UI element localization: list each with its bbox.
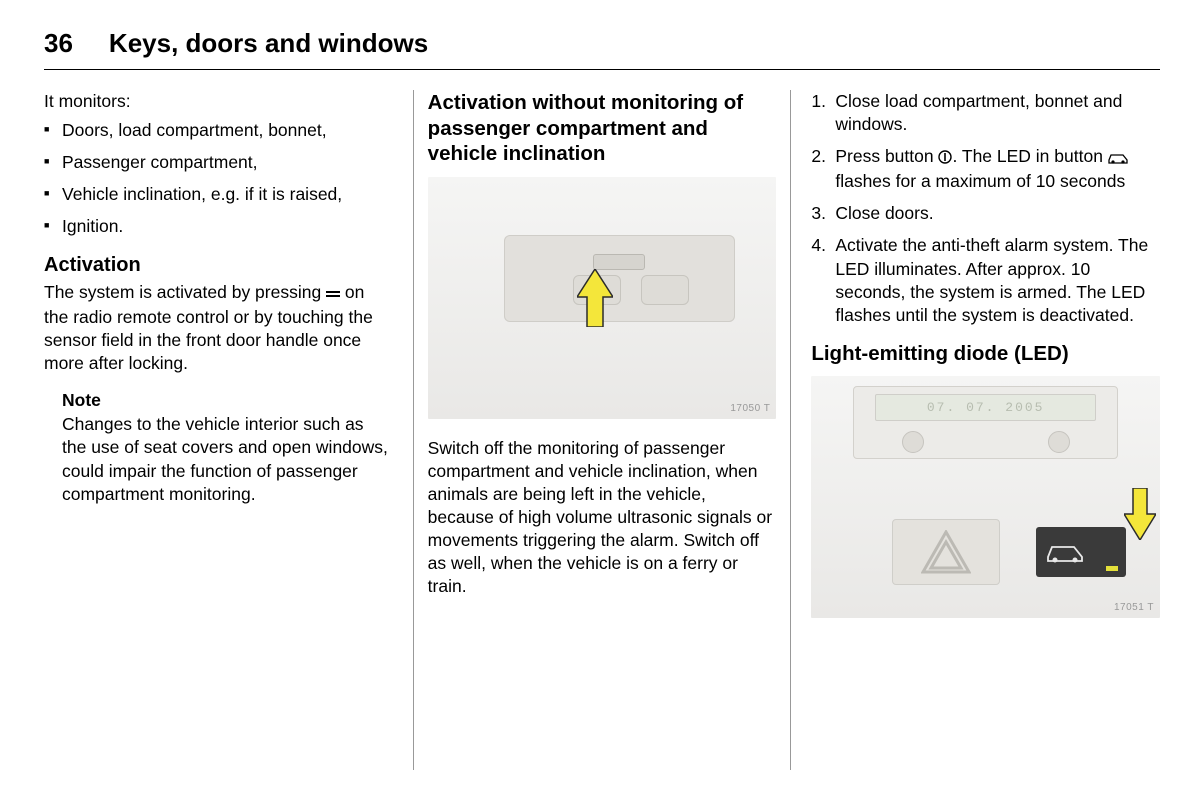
pointer-arrow-icon — [1124, 488, 1160, 546]
step-item: Close load compartment, bonnet and windo… — [811, 90, 1160, 136]
console-knob-right — [641, 275, 689, 305]
figure-caption: 17050 T — [730, 402, 770, 415]
pointer-arrow-icon — [577, 269, 613, 327]
remote-lock-icon — [326, 283, 340, 306]
list-item: Passenger compartment, — [44, 151, 393, 174]
note-body: Changes to the vehicle interior such as … — [62, 413, 393, 505]
car-side-icon — [1046, 541, 1084, 563]
column-1: It monitors: Doors, load compartment, bo… — [44, 90, 413, 770]
step-item: Activate the anti-theft alarm system. Th… — [811, 234, 1160, 326]
figure-overhead-console: 17050 T — [428, 177, 777, 419]
console-button — [593, 254, 645, 270]
step-item: Close doors. — [811, 202, 1160, 225]
list-item: Vehicle inclination, e.g. if it is raise… — [44, 183, 393, 206]
led-indicator — [1106, 566, 1118, 571]
column-2: Activation without monitoring of passeng… — [413, 90, 791, 770]
monitors-list: Doors, load compartment, bonnet, Passeng… — [44, 119, 393, 238]
list-item: Ignition. — [44, 215, 393, 238]
list-item: Doors, load compartment, bonnet, — [44, 119, 393, 142]
column-3: Close load compartment, bonnet and windo… — [790, 90, 1160, 770]
step2-mid: . The LED in button — [952, 146, 1107, 166]
note-title: Note — [62, 389, 393, 412]
steps-list: Close load compartment, bonnet and windo… — [811, 90, 1160, 327]
step2-post: flashes for a maximum of 10 seconds — [835, 171, 1125, 191]
dashboard-display: 07. 07. 2005 — [853, 386, 1118, 459]
monitors-intro: It monitors: — [44, 90, 393, 113]
activation-heading: Activation — [44, 252, 393, 278]
step2-pre: Press button — [835, 146, 938, 166]
display-knob-right — [1048, 431, 1070, 453]
figure-dashboard-led: 07. 07. 2005 — [811, 376, 1160, 618]
note-block: Note Changes to the vehicle interior suc… — [44, 389, 393, 505]
col2-heading: Activation without monitoring of passeng… — [428, 90, 777, 167]
col2-body: Switch off the monitoring of passenger c… — [428, 437, 777, 599]
dashboard-lower — [839, 512, 1132, 594]
activation-body-pre: The system is activated by pressing — [44, 282, 326, 302]
door-lock-button — [1036, 527, 1126, 577]
step-item: Press button . The LED in button flashes… — [811, 145, 1160, 193]
car-button-icon — [1108, 147, 1128, 170]
content-columns: It monitors: Doors, load compartment, bo… — [44, 90, 1160, 770]
figure-caption: 17051 T — [1114, 601, 1154, 614]
hazard-triangle-icon — [921, 530, 971, 574]
led-heading: Light-emitting diode (LED) — [811, 341, 1160, 367]
chapter-title: Keys, doors and windows — [109, 28, 428, 59]
info-button-icon — [938, 147, 952, 170]
page-number: 36 — [44, 28, 73, 59]
lcd-readout: 07. 07. 2005 — [875, 394, 1096, 421]
console-panel — [504, 235, 734, 322]
display-knob-left — [902, 431, 924, 453]
activation-body: The system is activated by pressing on t… — [44, 281, 393, 375]
hazard-button — [892, 519, 1000, 585]
page-header: 36 Keys, doors and windows — [44, 28, 1160, 70]
